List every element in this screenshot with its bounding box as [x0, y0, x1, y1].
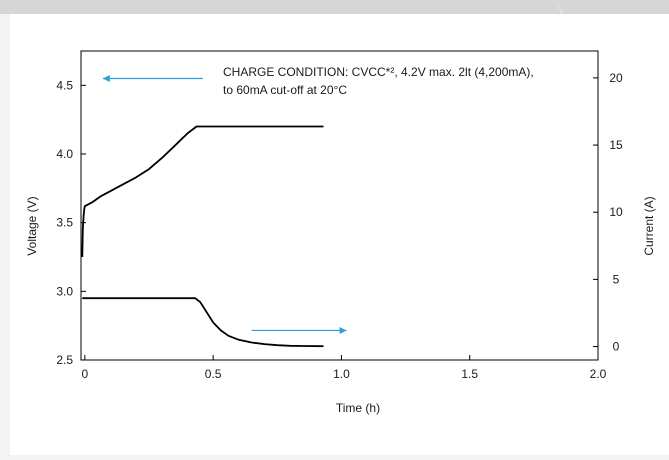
x-tick-label: 0: [82, 367, 89, 381]
charge-condition-line2: to 60mA cut-off at 20°C: [223, 83, 347, 97]
right-tick-label: 15: [609, 138, 623, 152]
x-tick-label: 0.5: [205, 367, 222, 381]
right-axis-label: Current (A): [642, 196, 656, 255]
right-axis-ticks: 0 5 10 15 20: [593, 71, 623, 354]
series-lines: [81, 125, 324, 348]
x-tick-label: 2.0: [590, 367, 607, 381]
left-axis-ticks: 2.5 3.0 3.5 4.0 4.5: [56, 78, 86, 367]
left-tick-label: 3.0: [56, 284, 73, 298]
tab-shape: [0, 0, 669, 14]
right-tick-label: 10: [609, 205, 623, 219]
left-tick-label: 2.5: [56, 353, 73, 367]
left-tick-label: 4.0: [56, 147, 73, 161]
x-axis-ticks: 0 0.5 1.0 1.5 2.0: [82, 355, 607, 381]
plot-frame: [80, 50, 599, 361]
charge-characteristics-chart: 0 0.5 1.0 1.5 2.0 2.5 3.0 3.5 4.0 4.5 0 5 10 15 20 C…: [25, 50, 656, 415]
left-tick-label: 4.5: [56, 78, 73, 92]
plot-border: [80, 50, 599, 361]
x-tick-label: 1.0: [333, 367, 350, 381]
x-tick-label: 1.5: [461, 367, 478, 381]
right-tick-label: 5: [613, 272, 620, 286]
right-tick-label: 0: [613, 340, 620, 354]
x-axis-label: Time (h): [336, 401, 380, 415]
arrow-left-icon: [102, 74, 110, 82]
charge-condition-line1: CHARGE CONDITION: CVCC*², 4.2V max. 2lt …: [223, 65, 534, 79]
right-tick-label: 20: [609, 71, 623, 85]
current-line: [82, 297, 324, 348]
left-axis-label: Voltage (V): [25, 196, 39, 255]
voltage-line: [81, 125, 324, 258]
arrow-right-icon: [339, 326, 347, 334]
chart-panel: 0 0.5 1.0 1.5 2.0 2.5 3.0 3.5 4.0 4.5 0 5 10 15 20 C…: [10, 14, 669, 455]
top-tab-bar: [0, 0, 669, 14]
left-tick-label: 3.5: [56, 216, 73, 230]
axis-arrows: [102, 74, 347, 334]
